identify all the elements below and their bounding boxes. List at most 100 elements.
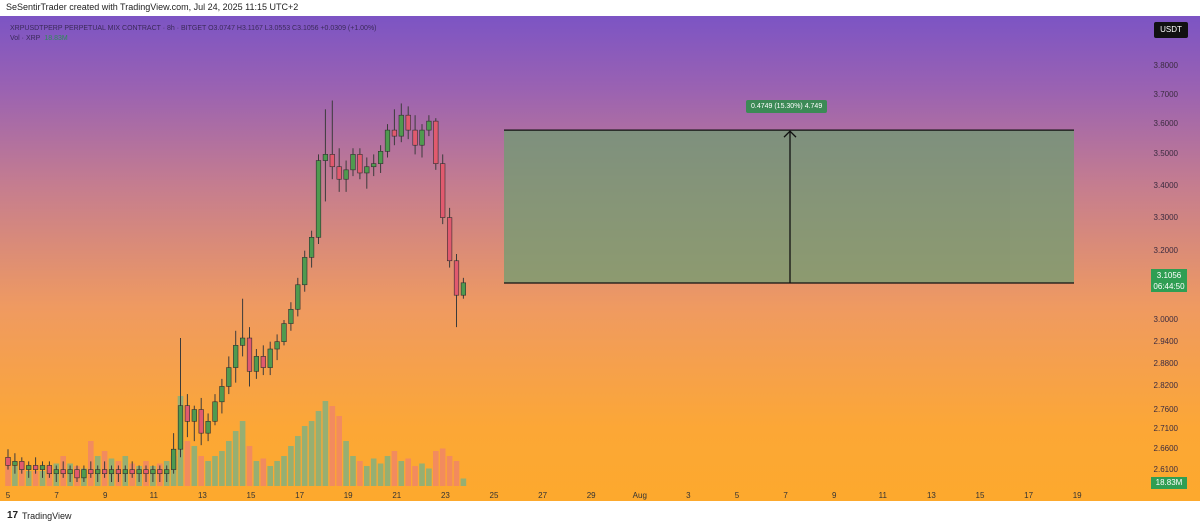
price-axis-tick: 2.8200 (1153, 381, 1178, 391)
volume-bar (308, 421, 315, 486)
candle-body (281, 323, 287, 342)
volume-bar (350, 456, 356, 486)
candle-body (122, 469, 128, 475)
time-axis-tick: 11 (149, 491, 158, 500)
candle-body (350, 154, 356, 171)
candle-body (440, 163, 446, 218)
volume-bar (5, 461, 11, 486)
header-credit: SeSentirTrader created with TradingView.… (6, 2, 299, 12)
candle-body (205, 420, 211, 434)
candle-body (391, 129, 398, 137)
chart-panel[interactable]: XRPUSDTPERP PERPETUAL MIX CONTRACT · 8h … (0, 16, 1200, 501)
volume-bar (405, 458, 411, 486)
candle-body (288, 308, 294, 324)
price-chart[interactable] (0, 16, 1200, 501)
candle-body (398, 114, 404, 137)
candle-body (39, 465, 46, 470)
candle-body (95, 469, 101, 475)
symbol-legend[interactable]: XRPUSDTPERP PERPETUAL MIX CONTRACT · 8h … (10, 25, 377, 32)
candle-body (32, 465, 39, 470)
time-axis-tick: 27 (538, 491, 548, 500)
bar-countdown: 06:44:50 (1153, 282, 1185, 291)
candle-body (460, 282, 467, 296)
candle-body (357, 154, 363, 174)
price-axis-tick: 3.7000 (1153, 89, 1178, 99)
candle-body (60, 469, 66, 475)
time-axis-tick: 19 (343, 491, 353, 500)
volume-bar (253, 461, 260, 486)
time-axis-tick: 9 (102, 491, 108, 500)
volume-bar (19, 468, 25, 486)
volume-bar (191, 446, 198, 486)
volume-bar (288, 446, 294, 486)
time-axis-tick: 17 (1024, 491, 1034, 500)
volume-bar (398, 461, 405, 486)
price-axis-tick: 2.9400 (1153, 336, 1178, 346)
candle-body (267, 348, 273, 368)
candle-body (426, 120, 432, 131)
tradingview-logo-icon: 17 (7, 510, 19, 521)
candle-body (246, 337, 253, 372)
volume-bar (246, 446, 253, 486)
candle-body (212, 401, 218, 422)
time-axis-tick: 15 (975, 491, 985, 500)
volume-legend-value: 18.83M (44, 35, 68, 42)
footer: 17 TradingView (0, 501, 1200, 529)
volume-bar (343, 441, 349, 486)
currency-button[interactable]: USDT (1154, 22, 1188, 38)
volume-bar (377, 463, 384, 486)
volume-bar (205, 461, 211, 486)
volume-bar (384, 456, 391, 486)
volume-bar (315, 411, 322, 486)
volume-bar (25, 471, 32, 486)
candle-body (336, 166, 342, 180)
volume-value-tag: 18.83M (1151, 477, 1187, 489)
price-axis-tick: 3.3000 (1153, 212, 1178, 222)
time-axis-tick: 9 (831, 491, 837, 500)
current-price-value: 3.1056 (1156, 271, 1182, 280)
candle-body (136, 469, 142, 475)
time-axis-tick: 23 (440, 491, 450, 500)
price-axis-tick: 3.6000 (1153, 119, 1178, 129)
volume-bar (370, 458, 377, 486)
price-axis-tick: 3.4000 (1153, 180, 1178, 190)
candle-body (171, 448, 177, 470)
candle-body (322, 154, 329, 161)
volume-bar (364, 466, 370, 486)
price-axis-tick: 2.8800 (1153, 358, 1178, 368)
candle-body (46, 465, 52, 475)
volume-bar (239, 421, 246, 486)
candle-body (260, 356, 266, 368)
volume-bar (267, 466, 273, 486)
volume-bar (32, 471, 39, 486)
volume-bar (426, 468, 432, 486)
volume-bar (446, 456, 453, 486)
candle-body (308, 237, 315, 258)
candle-body (274, 341, 280, 350)
time-axis-tick: 21 (392, 491, 402, 500)
volume-bar (460, 478, 467, 486)
candle-body (419, 129, 425, 146)
volume-bar (322, 401, 329, 486)
candle-body (433, 120, 439, 164)
time-axis-tick: 13 (926, 491, 936, 500)
volume-bar (212, 456, 218, 486)
time-axis-tick: 29 (586, 491, 596, 500)
volume-legend[interactable]: Vol · XRP 18.83M (10, 35, 68, 42)
time-axis-tick: 5 (5, 491, 11, 500)
candle-body (371, 163, 377, 168)
candle-body (329, 154, 335, 168)
volume-bar (336, 416, 342, 486)
time-axis-tick: 17 (295, 491, 305, 500)
volume-bar (357, 461, 363, 486)
candle-body (198, 409, 204, 434)
price-range-label[interactable]: 0.4749 (15.30%) 4.749 (746, 100, 828, 113)
range-arrow-head-icon (783, 130, 797, 138)
time-axis-tick: 19 (1072, 491, 1082, 500)
time-axis-tick: 15 (246, 491, 256, 500)
time-axis-tick: 7 (783, 491, 788, 500)
price-axis-tick: 3.2000 (1153, 245, 1178, 255)
volume-bar (232, 431, 239, 486)
candle-body (226, 367, 232, 387)
candle-body (150, 469, 156, 475)
